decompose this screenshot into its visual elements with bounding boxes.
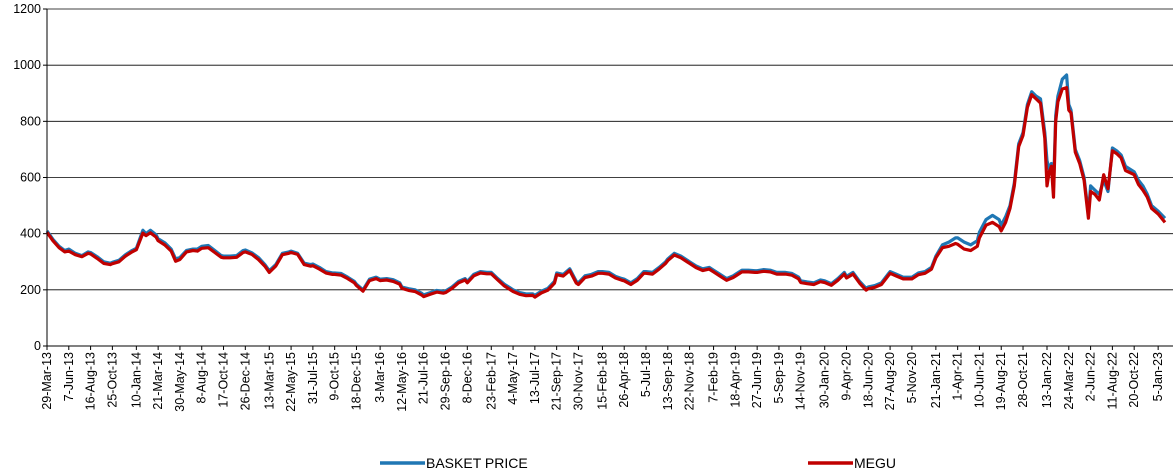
x-tick-label: 1-Apr-21 [951,352,965,401]
x-tick-label: 18-Apr-19 [728,352,742,408]
x-tick-label: 20-Oct-22 [1127,352,1141,408]
x-tick-label: 31-Jul-15 [306,352,320,404]
x-tick-label: 9-Apr-20 [840,352,854,401]
x-tick-label: 8-Dec-16 [460,352,474,403]
legend: BASKET PRICE MEGU [380,455,896,471]
legend-label: MEGU [854,455,896,471]
x-tick-label: 13-Sep-18 [661,352,675,410]
series-line-megu [45,86,1167,299]
x-tick-label: 27-Jun-19 [750,352,764,408]
x-tick-label: 9-Oct-15 [328,352,342,401]
x-tick-label: 16-Aug-13 [84,352,98,410]
x-tick-label: 30-Jan-20 [818,352,832,408]
x-tick-label: 15-Feb-18 [595,352,609,410]
x-tick-label: 25-Oct-13 [105,352,119,408]
x-tick-label: 27-Aug-20 [883,352,897,410]
x-tick-label: 5-Nov-20 [905,352,919,403]
x-tick-label: 28-Oct-21 [1016,352,1030,408]
x-tick-label: 7-Jun-13 [62,352,76,401]
x-tick-label: 22-May-15 [284,352,298,412]
x-tick-label: 22-Nov-18 [683,352,697,410]
x-tick-label: 11-Aug-22 [1105,352,1119,409]
x-tick-label: 13-Jan-22 [1040,352,1054,408]
x-tick-label: 5-Jan-23 [1151,352,1165,401]
x-tick-label: 30-May-14 [173,352,187,412]
x-tick-label: 26-Apr-18 [617,352,631,408]
y-tick-label: 1200 [13,2,41,16]
x-tick-label: 26-Dec-14 [238,352,252,410]
legend-label: BASKET PRICE [426,455,528,471]
x-tick-label: 18-Dec-15 [349,352,363,410]
x-tick-label: 21-Sep-17 [550,352,564,410]
x-axis-ticks: 29-Mar-13 7-Jun-13 16-Aug-13 25-Oct-13 10-Ja… [40,346,1165,412]
x-tick-label: 21-Mar-14 [151,352,165,410]
y-tick-label: 200 [20,283,41,297]
x-tick-label: 19-Aug-21 [994,352,1008,410]
gridlines [47,8,1173,291]
x-tick-label: 3-Mar-16 [373,352,387,403]
x-tick-label: 14-Nov-19 [794,352,808,410]
x-tick-label: 18-Jun-20 [861,352,875,408]
x-tick-label: 13-Jul-17 [528,352,542,404]
x-tick-label: 21-Jul-16 [417,352,431,404]
x-tick-label: 10-Jan-14 [129,352,143,408]
y-tick-label: 400 [20,227,41,241]
y-tick-label: 0 [34,339,41,353]
x-tick-label: 13-Mar-15 [262,352,276,410]
x-tick-label: 30-Nov-17 [571,352,585,410]
x-tick-label: 2-Jun-22 [1084,352,1098,401]
x-tick-label: 5-Jul-18 [639,352,653,397]
x-tick-label: 29-Mar-13 [40,352,54,410]
series-line-basket-price [45,73,1167,297]
x-tick-label: 24-Mar-22 [1062,352,1076,410]
y-tick-label: 1000 [13,58,41,72]
x-tick-label: 17-Oct-14 [217,352,231,408]
series-lines [45,73,1167,299]
x-tick-label: 12-May-16 [395,352,409,412]
y-axis-ticks: 0 200 400 600 800 1000 1200 [13,2,47,353]
x-tick-label: 8-Aug-14 [195,352,209,403]
x-tick-label: 29-Sep-16 [439,352,453,410]
x-tick-label: 21-Jan-21 [929,352,943,408]
x-tick-label: 7-Feb-19 [707,352,721,403]
x-tick-label: 4-May-17 [506,352,520,405]
y-tick-label: 800 [20,114,41,128]
x-tick-label: 23-Feb-17 [484,352,498,410]
x-tick-label: 5-Sep-19 [772,352,786,403]
y-tick-label: 600 [20,171,41,185]
x-tick-label: 10-Jun-21 [972,352,986,408]
